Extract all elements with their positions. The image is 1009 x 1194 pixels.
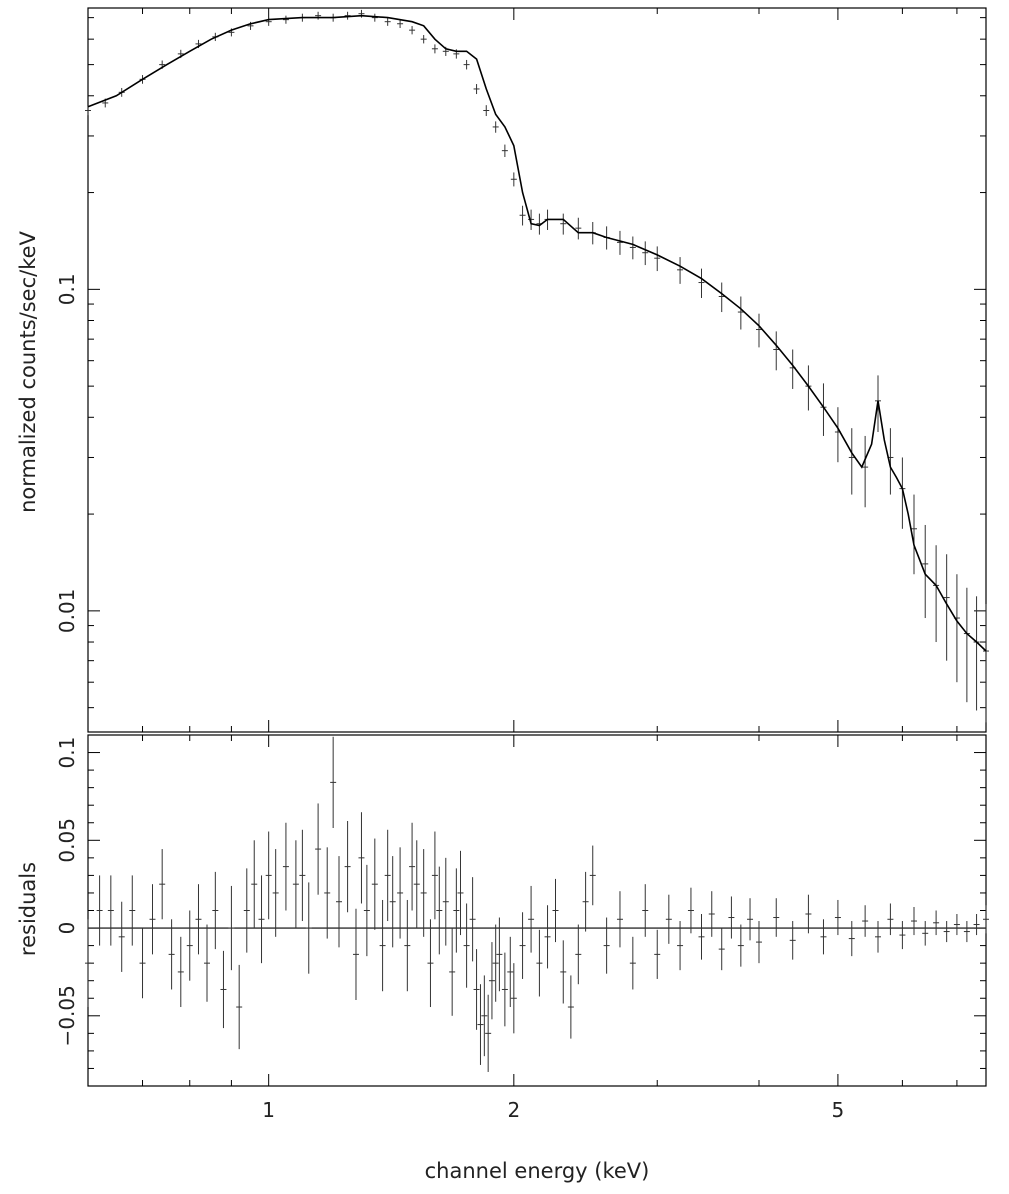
spectrum-panel: 0.01 0.1 — [55, 7, 989, 733]
y-axis-label-spectrum: normalized counts/sec/keV — [16, 230, 40, 512]
x-tick-label: 1 — [262, 1098, 275, 1122]
x-tick-label: 2 — [507, 1098, 520, 1122]
x-axis-label: channel energy (keV) — [425, 1159, 650, 1183]
y-tick-label: 0.1 — [55, 273, 79, 305]
residuals-panel: −0.05 0 0.05 0.1 1 2 5 — [55, 734, 989, 1122]
model-line — [87, 14, 987, 652]
y-tick-label: 0.1 — [55, 737, 79, 769]
plot-frame — [87, 734, 987, 1087]
y-tick-label: 0.01 — [55, 589, 79, 634]
x-tick-label: 5 — [832, 1098, 845, 1122]
y-tick-label: 0.05 — [55, 818, 79, 863]
y-tick-label: 0 — [55, 922, 79, 935]
y-tick-label: −0.05 — [55, 985, 79, 1046]
plot-frame — [87, 7, 987, 733]
y-axis-label-residuals: residuals — [16, 862, 40, 956]
